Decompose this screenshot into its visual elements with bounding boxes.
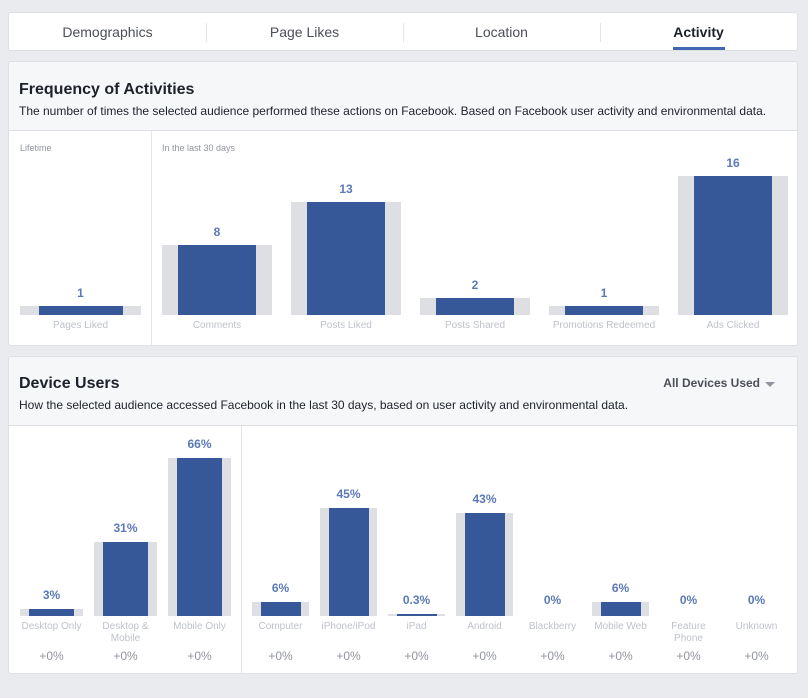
value-label: 1 — [77, 286, 84, 300]
device-column: 0% Unknown +0% — [728, 426, 785, 673]
device-column: 43% Android +0% — [456, 426, 513, 673]
category-label: Unknown — [735, 621, 778, 632]
value-label: 0% — [747, 593, 766, 607]
change-label: +0% — [39, 649, 64, 663]
bar-mobile-web — [600, 602, 641, 616]
activity-column: 1 Promotions Redeemed — [549, 131, 659, 345]
device-column: 66% Mobile Only +0% — [168, 426, 231, 673]
change-label: +0% — [608, 649, 633, 663]
bar-mobile-only — [177, 458, 222, 616]
activity-column: 1 Pages Liked — [20, 131, 141, 345]
value-label: 43% — [472, 492, 497, 506]
device-column: 0.3% iPad +0% — [388, 426, 445, 673]
activity-column: 2 Posts Shared — [420, 131, 530, 345]
change-label: +0% — [336, 649, 361, 663]
lifetime-label: Lifetime — [20, 143, 52, 153]
change-label: +0% — [113, 649, 138, 663]
device-users-header: Device Users How the selected audience a… — [9, 357, 797, 426]
change-label: +0% — [744, 649, 769, 663]
frequency-divider — [151, 131, 152, 345]
device-column: 6% Computer +0% — [252, 426, 309, 673]
bar-promotions-redeemed — [565, 306, 643, 315]
bar-comments — [178, 245, 256, 315]
frequency-card: Frequency of Activities The number of ti… — [8, 61, 798, 346]
value-label: 31% — [113, 521, 138, 535]
tab-demographics[interactable]: Demographics — [62, 23, 153, 40]
bar-ads-clicked — [694, 176, 772, 315]
value-label: 66% — [187, 437, 212, 451]
category-label: Desktop Only — [21, 621, 82, 632]
category-label: Posts Shared — [444, 320, 506, 331]
category-label: Desktop & Mobile — [102, 621, 149, 644]
category-label: Posts Liked — [320, 320, 372, 331]
frequency-title: Frequency of Activities — [19, 81, 195, 98]
bar-android — [464, 513, 505, 616]
change-label: +0% — [676, 649, 701, 663]
bar-desktop-only — [29, 609, 74, 616]
change-label: +0% — [540, 649, 565, 663]
value-label: 6% — [271, 581, 290, 595]
category-label: Android — [467, 621, 502, 632]
device-users-title: Device Users — [19, 375, 120, 392]
category-label: Mobile Web — [594, 621, 647, 632]
tab-page-likes[interactable]: Page Likes — [206, 13, 403, 50]
device-users-chart: 3% Desktop Only +0% 31% Desktop & Mobile +0% 6… — [9, 426, 797, 673]
category-label: Promotions Redeemed — [552, 320, 656, 331]
value-label: 13 — [339, 182, 353, 196]
device-column: 0% Blackberry +0% — [524, 426, 581, 673]
bar-computer — [260, 602, 301, 616]
value-label: 8 — [213, 225, 221, 239]
value-label: 1 — [600, 286, 608, 300]
category-label: Blackberry — [528, 621, 577, 632]
device-column: 45% iPhone/iPod +0% — [320, 426, 377, 673]
last-30-days-label: In the last 30 days — [162, 143, 236, 153]
device-column: 31% Desktop & Mobile +0% — [94, 426, 157, 673]
value-label: 0% — [679, 593, 698, 607]
bar-ipad — [396, 614, 437, 616]
category-label: Pages Liked — [52, 320, 109, 331]
change-label: +0% — [268, 649, 293, 663]
device-users-card: Device Users How the selected audience a… — [8, 356, 798, 674]
device-column: 3% Desktop Only +0% — [20, 426, 83, 673]
all-devices-dropdown[interactable]: All Devices Used — [663, 376, 775, 390]
tab-bar: Demographics Page Likes Location Activit… — [8, 12, 798, 51]
frequency-chart: Lifetime In the last 30 days 1 Pages Like… — [9, 131, 797, 345]
frequency-header: Frequency of Activities The number of ti… — [9, 62, 797, 131]
change-label: +0% — [187, 649, 212, 663]
value-label: 45% — [336, 487, 361, 501]
frequency-subtitle: The number of times the selected audienc… — [19, 104, 767, 118]
category-label: Ads Clicked — [706, 320, 760, 331]
device-column: 0% Feature Phone +0% — [660, 426, 717, 673]
tab-activity[interactable]: Activity — [600, 13, 797, 50]
value-label: 6% — [611, 581, 630, 595]
change-label: +0% — [472, 649, 497, 663]
device-users-subtitle: How the selected audience accessed Faceb… — [19, 398, 629, 412]
device-column: 6% Mobile Web +0% — [592, 426, 649, 673]
tab-location[interactable]: Location — [403, 13, 600, 50]
category-label: iPhone/iPod — [321, 621, 376, 632]
device-users-divider — [241, 426, 242, 673]
value-label: 2 — [471, 278, 479, 292]
category-label: Comments — [192, 320, 242, 331]
category-label: Computer — [258, 621, 303, 632]
activity-column: 8 Comments — [162, 131, 272, 345]
bar-iphone-ipod — [328, 508, 369, 616]
value-label: 0.3% — [402, 593, 431, 607]
category-label: iPad — [406, 621, 427, 632]
value-label: 3% — [42, 588, 61, 602]
change-label: +0% — [404, 649, 429, 663]
bar-posts-liked — [307, 202, 385, 315]
value-label: 16 — [726, 156, 740, 170]
all-devices-dropdown-label: All Devices Used — [663, 376, 760, 390]
category-label: Mobile Only — [173, 621, 226, 632]
activity-column: 16 Ads Clicked — [678, 131, 788, 345]
bar-posts-shared — [436, 298, 514, 315]
activity-column: 13 Posts Liked — [291, 131, 401, 345]
bar-pages-liked — [38, 306, 123, 315]
category-label: Feature Phone — [671, 621, 706, 644]
bar-desktop-mobile — [103, 542, 148, 616]
caret-down-icon — [765, 381, 775, 387]
value-label: 0% — [543, 593, 562, 607]
